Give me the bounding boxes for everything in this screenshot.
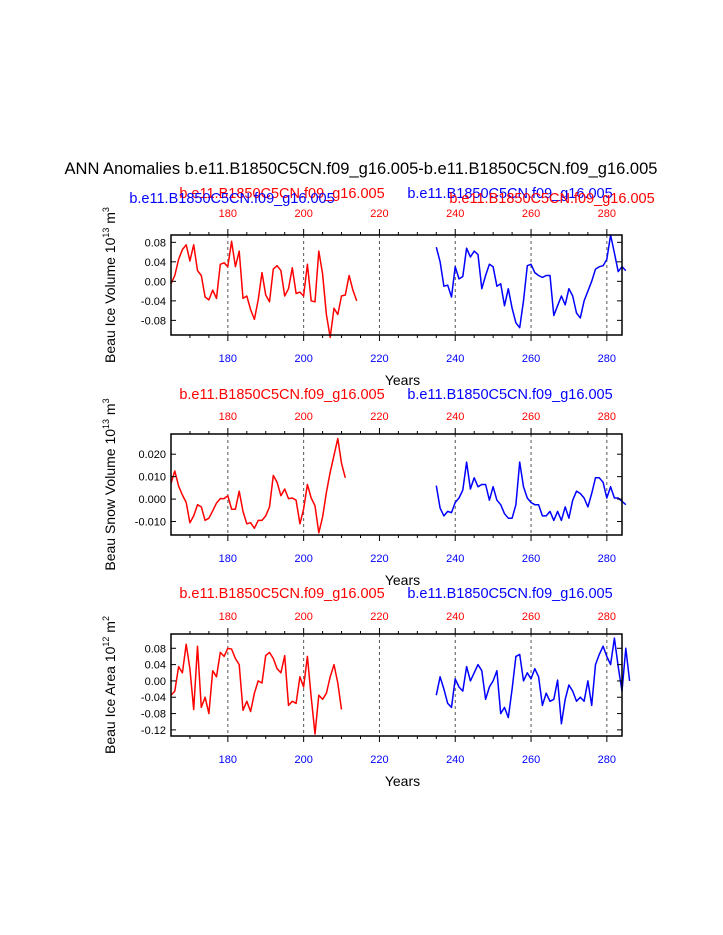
x-tick-label-top: 200 <box>294 611 312 623</box>
y-tick-label: 0.08 <box>145 643 166 655</box>
x-tick-label-top: 200 <box>294 208 312 220</box>
series-line-red <box>170 643 343 735</box>
x-tick-label-top: 280 <box>598 611 616 623</box>
y-axis-label: Beau Ice Area 1012 m2 <box>101 616 118 754</box>
y-tick-label: -0.08 <box>141 709 166 721</box>
y-tick-label: 0.00 <box>145 276 166 288</box>
x-tick-label-top: 260 <box>522 611 540 623</box>
case-label-red: b.e11.B1850C5CN.f09_g16.005 <box>179 387 384 403</box>
chart-panel-2: 0.020 0.010 0.000 -0.010 180 180 200 200 220 220 2… <box>101 387 627 588</box>
x-tick-label-bottom: 200 <box>294 553 312 565</box>
series-line-blue <box>435 637 631 725</box>
y-tick-label: 0.04 <box>145 257 166 269</box>
x-tick-label-bottom: 280 <box>598 754 616 766</box>
case-label-red: b.e11.B1850C5CN.f09_g16.005 <box>179 186 384 202</box>
y-tick-label: 0.000 <box>138 494 166 506</box>
y-tick-label: 0.04 <box>145 660 166 672</box>
x-tick-label-top: 280 <box>598 208 616 220</box>
x-tick-label-bottom: 240 <box>446 754 464 766</box>
x-tick-label-bottom: 280 <box>598 353 616 365</box>
x-tick-label-top: 240 <box>446 208 464 220</box>
chart-panel-1: 0.08 0.04 0.00 -0.04 -0.08 180 180 200 200 220 220… <box>101 186 655 388</box>
x-tick-label-bottom: 260 <box>522 553 540 565</box>
y-axis-label: Beau Snow Volume 1013 m3 <box>101 398 118 570</box>
chart-panel-3: 0.08 0.04 0.00 -0.04 -0.08 -0.12 180 180 200 200 2… <box>101 586 631 789</box>
y-axis-label: Beau Ice Volume 1013 m3 <box>101 207 118 363</box>
x-tick-label-top: 220 <box>370 411 388 423</box>
y-axis-label-base: Beau Ice Volume 10 <box>102 237 118 363</box>
series-line-blue <box>435 234 627 329</box>
x-tick-label-top: 220 <box>370 208 388 220</box>
y-axis-label-unit-exp: 3 <box>101 207 111 212</box>
y-tick-label: 0.08 <box>145 237 166 249</box>
x-tick-label-bottom: 260 <box>522 353 540 365</box>
x-tick-label-bottom: 240 <box>446 353 464 365</box>
plot-frame <box>170 433 623 536</box>
plot-frame <box>170 234 623 336</box>
x-axis-label: Years <box>385 572 420 588</box>
y-axis-label-unit: m <box>102 212 118 228</box>
x-tick-label-bottom: 200 <box>294 353 312 365</box>
case-label-red: b.e11.B1850C5CN.f09_g16.005 <box>179 586 384 602</box>
x-tick-label-top: 260 <box>522 411 540 423</box>
x-tick-label-bottom: 200 <box>294 754 312 766</box>
y-axis-label-exp: 13 <box>101 419 111 429</box>
series-line-red <box>170 437 347 534</box>
x-tick-label-bottom: 180 <box>219 353 237 365</box>
y-axis-label-exp: 12 <box>101 637 111 647</box>
x-tick-label-top: 220 <box>370 611 388 623</box>
x-tick-label-bottom: 220 <box>370 553 388 565</box>
y-tick-label: 0.020 <box>138 449 166 461</box>
case-label-red: b.e11.B1850C5CN.f09_g16.005 <box>449 191 654 207</box>
y-tick-label: -0.04 <box>141 692 166 704</box>
x-tick-label-bottom: 220 <box>370 754 388 766</box>
y-axis-label-unit-exp: 2 <box>101 616 111 621</box>
y-tick-label: -0.04 <box>141 296 166 308</box>
x-tick-label-top: 240 <box>446 611 464 623</box>
x-tick-label-top: 180 <box>219 208 237 220</box>
x-tick-label-top: 260 <box>522 208 540 220</box>
x-tick-label-top: 280 <box>598 411 616 423</box>
x-tick-label-top: 240 <box>446 411 464 423</box>
series-line-blue <box>435 461 627 522</box>
y-axis-label-unit: m <box>102 403 118 419</box>
x-tick-label-top: 180 <box>219 611 237 623</box>
y-axis-label-exp: 13 <box>101 228 111 238</box>
x-tick-label-bottom: 180 <box>219 754 237 766</box>
x-tick-label-top: 180 <box>219 411 237 423</box>
y-tick-label: -0.08 <box>141 315 166 327</box>
plot-frame <box>170 633 623 737</box>
case-label-blue: b.e11.B1850C5CN.f09_g16.005 <box>129 191 334 207</box>
x-axis-label: Years <box>385 773 420 789</box>
x-tick-label-bottom: 280 <box>598 553 616 565</box>
x-axis-label: Years <box>385 372 420 388</box>
y-tick-label: -0.12 <box>141 725 166 737</box>
y-axis-label-base: Beau Ice Area 10 <box>102 646 118 754</box>
x-tick-label-bottom: 220 <box>370 353 388 365</box>
x-tick-label-bottom: 240 <box>446 553 464 565</box>
case-label-blue: b.e11.B1850C5CN.f09_g16.005 <box>407 387 612 403</box>
y-axis-label-base: Beau Snow Volume 10 <box>102 429 118 571</box>
case-label-blue: b.e11.B1850C5CN.f09_g16.005 <box>407 586 612 602</box>
x-tick-label-top: 200 <box>294 411 312 423</box>
x-tick-label-bottom: 180 <box>219 553 237 565</box>
series-line-red <box>170 240 358 339</box>
y-axis-label-unit: m <box>102 621 118 637</box>
y-tick-label: -0.010 <box>135 517 166 529</box>
y-tick-label: 0.010 <box>138 472 166 484</box>
y-tick-label: 0.00 <box>145 676 166 688</box>
figure-title: ANN Anomalies b.e11.B1850C5CN.f09_g16.00… <box>65 160 658 178</box>
x-tick-label-bottom: 260 <box>522 754 540 766</box>
y-axis-label-unit-exp: 3 <box>101 398 111 403</box>
case-label-blue: b.e11.B1850C5CN.f09_g16.005 <box>407 186 612 202</box>
